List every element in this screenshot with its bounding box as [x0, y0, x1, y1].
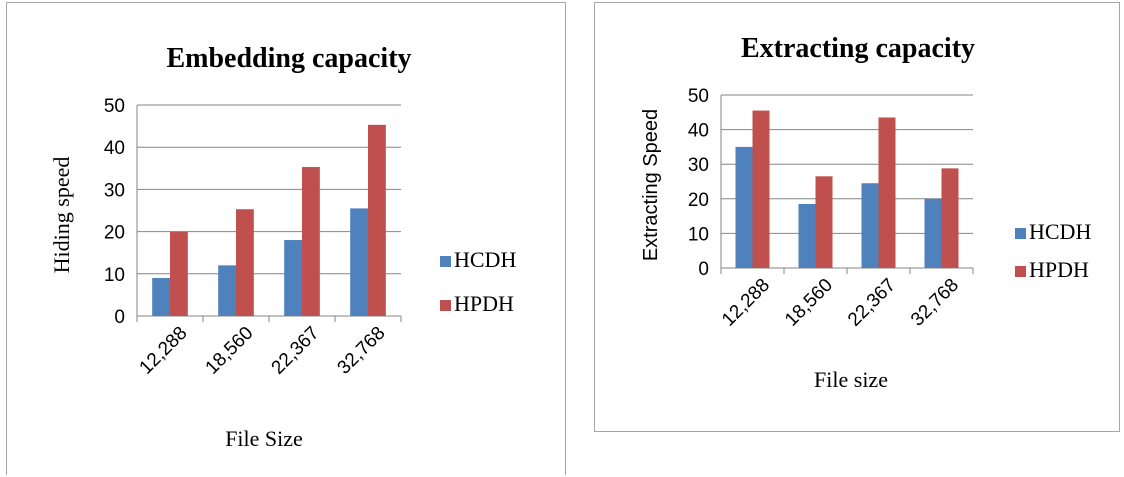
- y-tick-label: 40: [688, 121, 709, 142]
- embedding-chart: Embedding capacity 0 10 20 30 40 50 12,288 18,5…: [49, 43, 516, 451]
- x-tick-label: 18,560: [202, 323, 258, 379]
- legend-label-hcdh: HCDH: [1029, 219, 1091, 244]
- bar-hcdh-0: [152, 278, 170, 316]
- bar-hpdh-0: [170, 231, 188, 316]
- y-tick-label: 0: [698, 259, 709, 280]
- bar-hpdh-2: [878, 117, 896, 269]
- y-axis-label: Extracting Speed: [640, 109, 662, 261]
- legend-label-hpdh: HPDH: [454, 291, 514, 316]
- x-axis-label: File size: [814, 367, 888, 392]
- y-axis-label: Hiding speed: [49, 157, 74, 274]
- x-tick-label: 12,288: [136, 323, 192, 379]
- bar-hcdh-1: [218, 265, 236, 316]
- bar-hcdh-1: [798, 203, 816, 268]
- bar-hpdh-1: [815, 176, 833, 268]
- bar-hpdh-1: [236, 209, 254, 316]
- embedding-chart-panel: Embedding capacity 0 10 20 30 40 50 12,288 18,5…: [6, 2, 566, 475]
- y-tick-label: 20: [688, 190, 709, 211]
- y-tick-label: 0: [114, 307, 125, 328]
- x-tick-label: 12,288: [718, 275, 774, 331]
- bar-hcdh-2: [861, 183, 879, 268]
- legend-label-hpdh: HPDH: [1029, 257, 1089, 282]
- bar-hpdh-3: [941, 168, 959, 268]
- x-axis-label: File Size: [225, 426, 303, 451]
- y-tick-label: 10: [104, 265, 125, 286]
- x-tick-label: 32,768: [907, 275, 963, 331]
- legend-swatch-hpdh: [440, 300, 451, 311]
- x-tick-label: 22,367: [844, 275, 900, 331]
- y-tick-label: 20: [104, 223, 125, 244]
- bar-hcdh-2: [284, 240, 302, 316]
- bar-hpdh-0: [752, 110, 770, 268]
- x-tick-label: 18,560: [781, 275, 837, 331]
- legend-swatch-hcdh: [440, 256, 451, 267]
- extracting-chart: Extracting capacity 0 10 20 30 40 50 12,288 18,…: [640, 33, 1091, 392]
- chart-title: Extracting capacity: [741, 33, 975, 64]
- y-tick-label: 40: [104, 138, 125, 159]
- legend-swatch-hcdh: [1015, 228, 1026, 239]
- bar-hpdh-2: [302, 167, 320, 316]
- bar-hpdh-3: [368, 124, 386, 316]
- bar-hcdh-3: [350, 208, 368, 316]
- x-tick-label: 32,768: [334, 323, 390, 379]
- y-tick-label: 30: [104, 180, 125, 201]
- y-tick-label: 10: [688, 224, 709, 245]
- y-tick-label: 30: [688, 155, 709, 176]
- chart-title: Embedding capacity: [166, 43, 411, 74]
- y-tick-label: 50: [104, 96, 125, 117]
- bar-hcdh-3: [924, 198, 942, 268]
- bar-hcdh-0: [735, 146, 753, 268]
- x-tick-label: 22,367: [268, 323, 324, 379]
- y-tick-label: 50: [688, 86, 709, 107]
- legend-swatch-hpdh: [1015, 266, 1026, 277]
- extracting-chart-panel: Extracting capacity 0 10 20 30 40 50 12,288 18,…: [594, 2, 1120, 432]
- legend-label-hcdh: HCDH: [454, 247, 516, 272]
